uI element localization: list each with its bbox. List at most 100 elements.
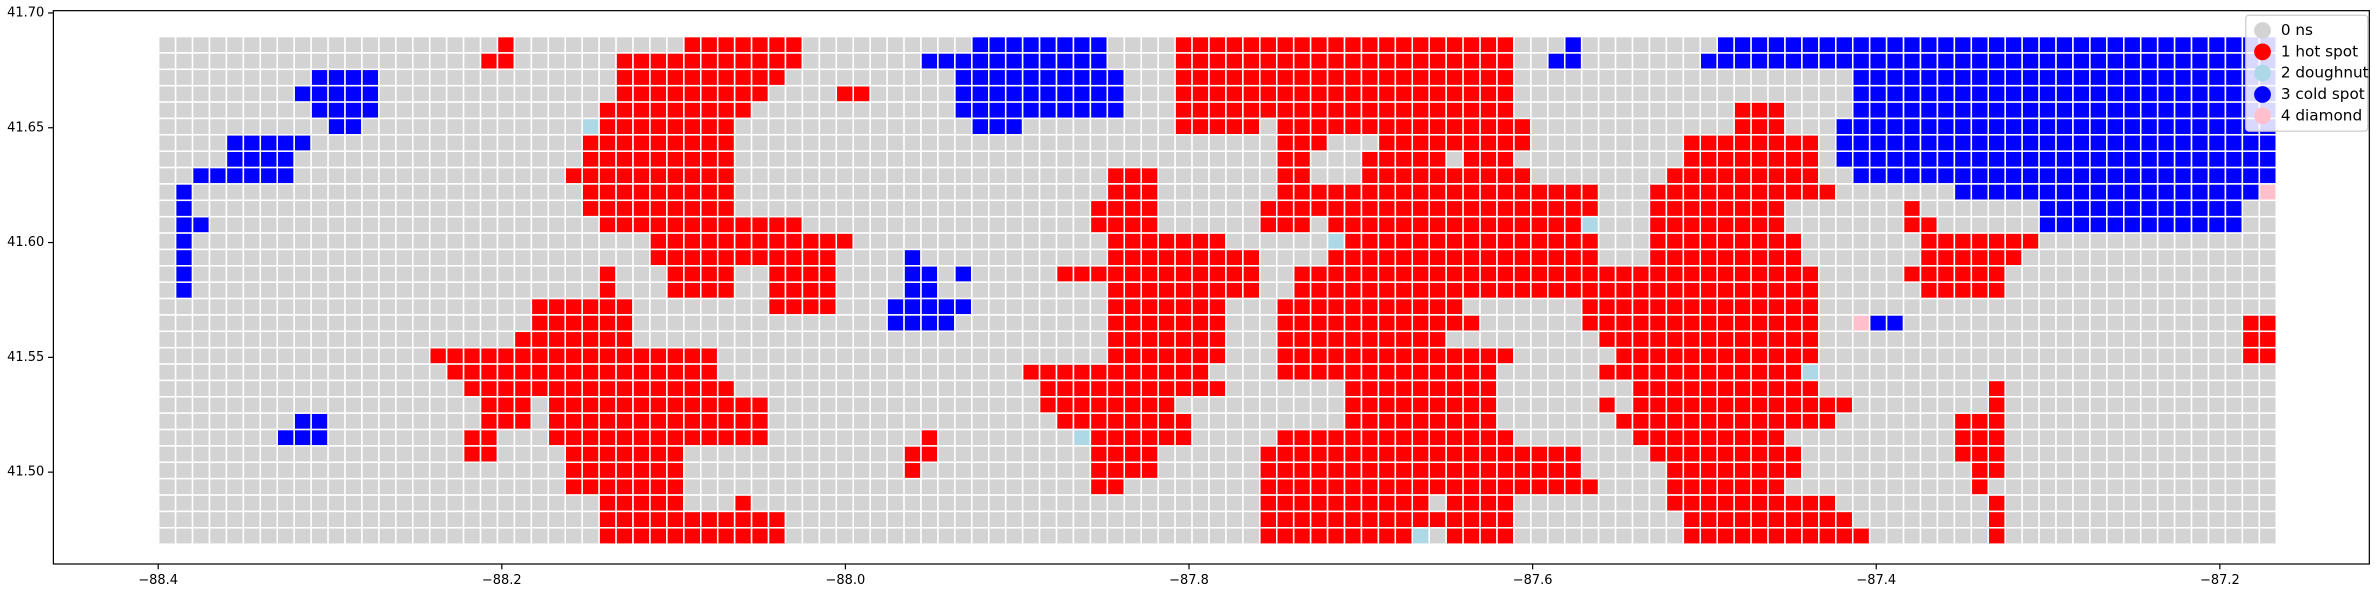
grid-cell (225, 101, 245, 120)
grid-cell (208, 297, 228, 316)
grid-cell (903, 150, 922, 169)
grid-cell (903, 297, 922, 316)
grid-cell (1801, 461, 1820, 480)
grid-cell (2021, 477, 2040, 496)
grid-cell (1496, 35, 1515, 54)
grid-cell (1157, 379, 1176, 398)
grid-cell (733, 330, 753, 349)
grid-cell (886, 379, 905, 398)
grid-cell (733, 35, 753, 54)
grid-cell (615, 68, 634, 87)
grid-cell (327, 166, 346, 185)
grid-cell (327, 68, 346, 87)
grid-cell (1275, 510, 1295, 529)
grid-cell (1530, 477, 1549, 496)
grid-cell (293, 428, 312, 447)
grid-cell (1919, 52, 1939, 71)
grid-cell (1428, 117, 1447, 136)
grid-cell (1987, 461, 2006, 480)
grid-cell (1123, 477, 1142, 496)
grid-cell (276, 461, 295, 480)
grid-cell (1513, 346, 1532, 365)
grid-cell (1174, 494, 1193, 513)
grid-cell (1343, 461, 1363, 480)
grid-cell (276, 84, 295, 103)
grid-cell (2190, 314, 2210, 333)
grid-cell (767, 379, 787, 398)
grid-cell (1733, 35, 1752, 54)
grid-cell (1513, 215, 1532, 234)
grid-cell (1411, 346, 1430, 365)
grid-cell (1140, 281, 1159, 300)
grid-cell (1292, 412, 1312, 431)
grid-cell (2004, 314, 2023, 333)
grid-cell (700, 166, 719, 185)
grid-cell (1784, 183, 1803, 202)
grid-cell (1360, 84, 1380, 103)
grid-cell (1801, 281, 1820, 300)
grid-cell (1953, 363, 1973, 382)
grid-cell (1445, 199, 1464, 218)
grid-cell (598, 183, 617, 202)
grid-cell (174, 363, 194, 382)
grid-cell (1394, 84, 1414, 103)
grid-cell (2258, 183, 2278, 202)
grid-cell (1835, 35, 1854, 54)
grid-cell (1445, 166, 1464, 185)
grid-cell (1936, 428, 1956, 447)
grid-cell (818, 232, 838, 251)
grid-cell (1479, 248, 1498, 267)
grid-cell (1784, 346, 1803, 365)
grid-cell (903, 379, 922, 398)
grid-cell (2190, 379, 2210, 398)
grid-cell (225, 183, 245, 202)
grid-cell (225, 215, 245, 234)
grid-cell (1835, 166, 1854, 185)
grid-cell (1174, 330, 1193, 349)
grid-cell (1580, 35, 1600, 54)
grid-cell (1835, 428, 1854, 447)
grid-cell (700, 396, 719, 414)
grid-cell (1326, 379, 1346, 398)
grid-cell (445, 265, 465, 283)
grid-cell (632, 346, 651, 365)
grid-cell (1038, 477, 1058, 496)
grid-cell (1343, 52, 1363, 71)
grid-cell (1682, 166, 1702, 185)
grid-cell (1682, 117, 1702, 136)
grid-cell (1089, 412, 1109, 431)
grid-cell (2038, 134, 2057, 152)
grid-cell (225, 232, 245, 251)
grid-cell (428, 314, 448, 333)
grid-cell (1733, 215, 1752, 234)
grid-cell (1665, 84, 1685, 103)
grid-cell (2004, 52, 2023, 71)
grid-cell (716, 232, 736, 251)
grid-cell (1614, 297, 1634, 316)
grid-cell (598, 166, 617, 185)
grid-cell (784, 363, 804, 382)
grid-cell (750, 248, 770, 267)
grid-cell (1970, 166, 1990, 185)
grid-cell (1953, 248, 1973, 267)
grid-cell (1530, 52, 1549, 71)
grid-cell (530, 314, 550, 333)
grid-cell (1885, 68, 1905, 87)
grid-cell (428, 101, 448, 120)
grid-cell (767, 150, 787, 169)
grid-cell (1259, 363, 1278, 382)
grid-cell (225, 314, 245, 333)
grid-cell (1513, 412, 1532, 431)
grid-cell (1360, 101, 1380, 120)
grid-cell (1055, 199, 1075, 218)
grid-cell (445, 477, 465, 496)
grid-cell (1614, 134, 1634, 152)
grid-cell (1699, 445, 1718, 464)
grid-cell (242, 166, 262, 185)
grid-cell (530, 461, 550, 480)
grid-cell (632, 183, 651, 202)
grid-cell (1479, 117, 1498, 136)
grid-cell (801, 150, 821, 169)
grid-cell (1953, 117, 1973, 136)
grid-cell (1885, 84, 1905, 103)
